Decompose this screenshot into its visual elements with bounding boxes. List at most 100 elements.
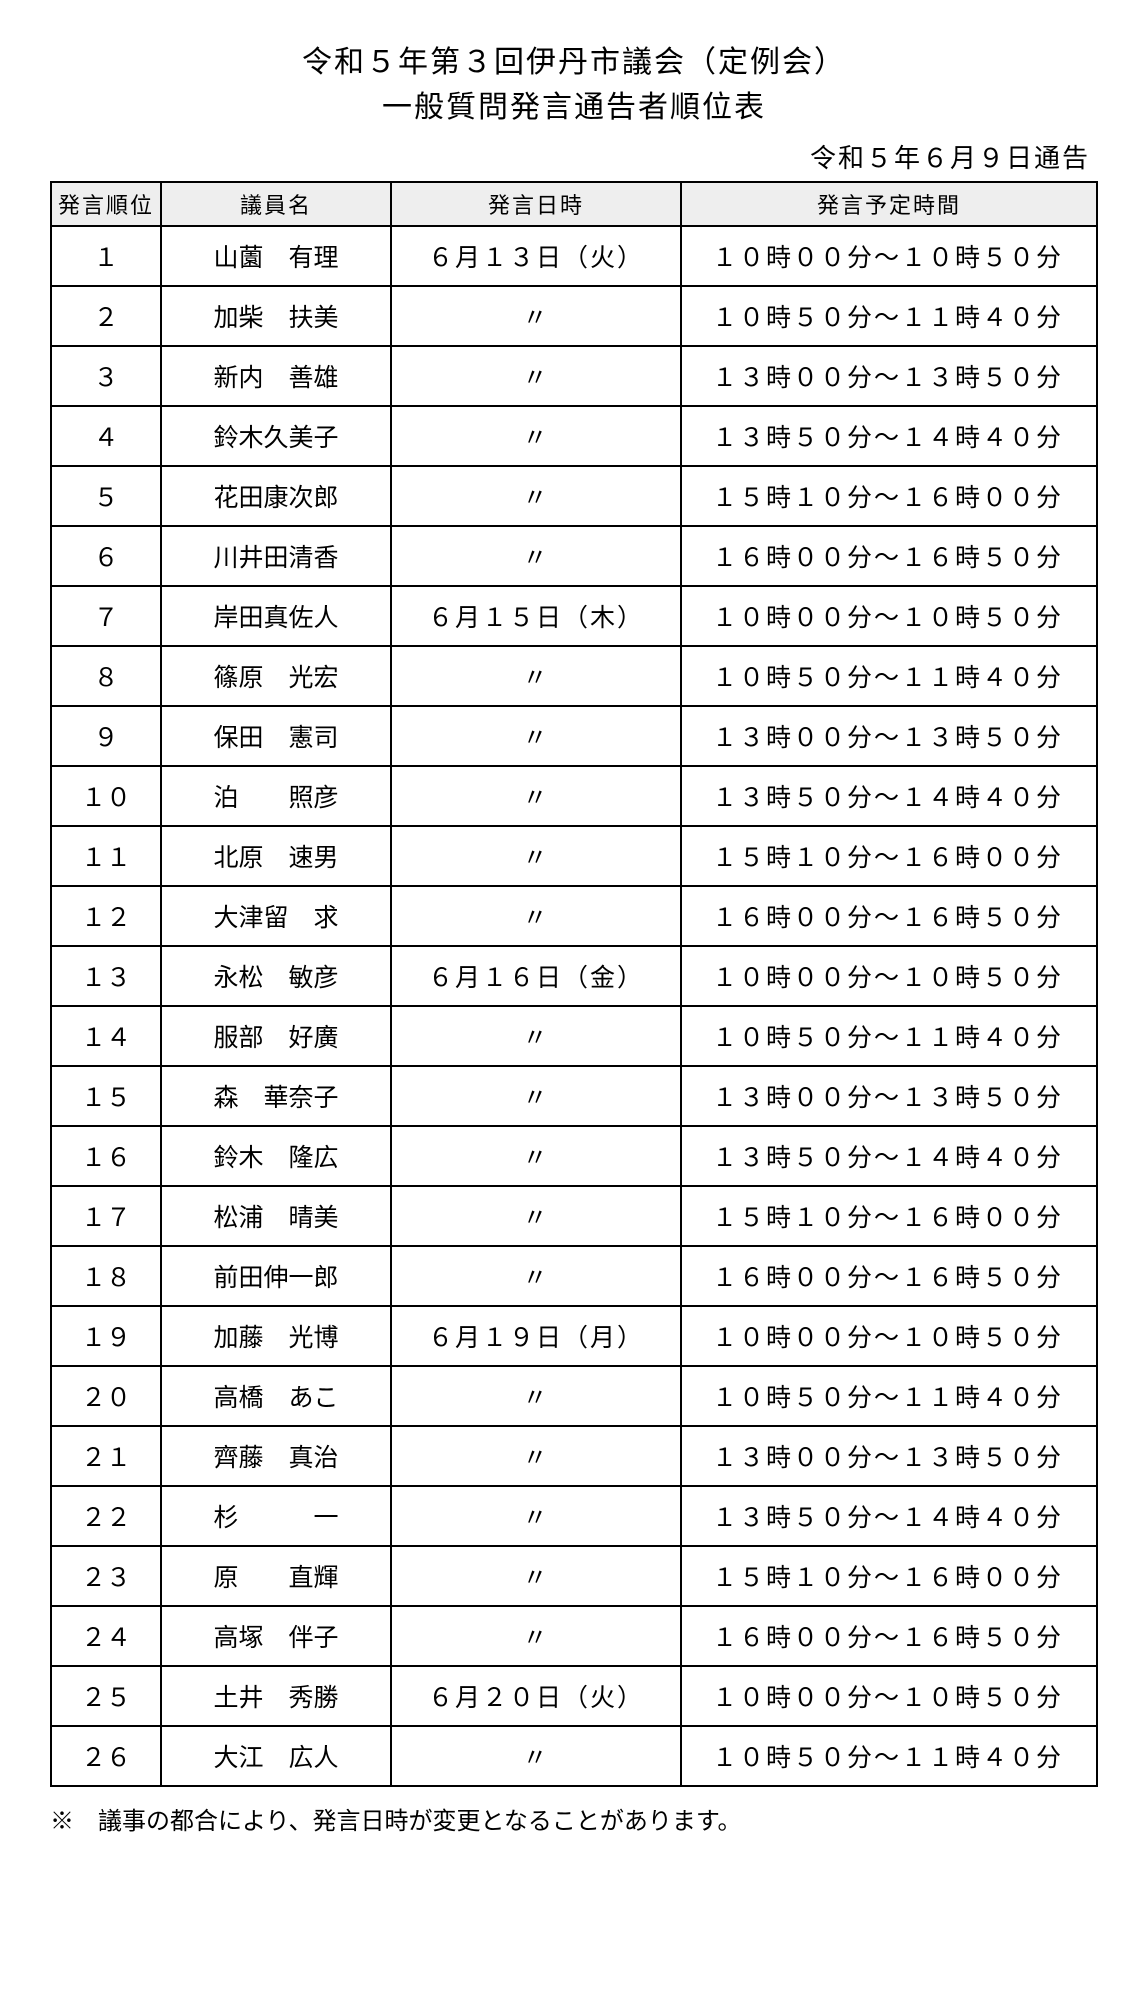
cell-date: ６月１６日（金） xyxy=(391,946,681,1006)
document-title-block: 令和５年第３回伊丹市議会（定例会） 一般質問発言通告者順位表 xyxy=(50,40,1098,130)
cell-order: ２２ xyxy=(51,1486,161,1546)
cell-order: １４ xyxy=(51,1006,161,1066)
cell-date: 〃 xyxy=(391,406,681,466)
table-row: １８前田伸一郎〃１６時００分～１６時５０分 xyxy=(51,1246,1097,1306)
cell-date: 〃 xyxy=(391,1726,681,1786)
cell-time: １０時５０分～１１時４０分 xyxy=(681,1726,1097,1786)
cell-name: 齊藤 真治 xyxy=(161,1426,391,1486)
cell-name: 杉 一 xyxy=(161,1486,391,1546)
cell-order: １１ xyxy=(51,826,161,886)
cell-order: ４ xyxy=(51,406,161,466)
cell-date: ６月１３日（火） xyxy=(391,226,681,286)
cell-order: １６ xyxy=(51,1126,161,1186)
cell-time: １０時００分～１０時５０分 xyxy=(681,1306,1097,1366)
table-row: ７岸田真佐人６月１５日（木）１０時００分～１０時５０分 xyxy=(51,586,1097,646)
cell-order: ９ xyxy=(51,706,161,766)
cell-name: 鈴木 隆広 xyxy=(161,1126,391,1186)
table-row: ９保田 憲司〃１３時００分～１３時５０分 xyxy=(51,706,1097,766)
cell-name: 加柴 扶美 xyxy=(161,286,391,346)
cell-order: ２５ xyxy=(51,1666,161,1726)
table-row: ２１齊藤 真治〃１３時００分～１３時５０分 xyxy=(51,1426,1097,1486)
cell-name: 原 直輝 xyxy=(161,1546,391,1606)
cell-order: ２６ xyxy=(51,1726,161,1786)
title-line-1: 令和５年第３回伊丹市議会（定例会） xyxy=(50,40,1098,85)
cell-name: 高橋 あこ xyxy=(161,1366,391,1426)
cell-time: １５時１０分～１６時００分 xyxy=(681,826,1097,886)
table-row: １９加藤 光博６月１９日（月）１０時００分～１０時５０分 xyxy=(51,1306,1097,1366)
cell-name: 山薗 有理 xyxy=(161,226,391,286)
cell-order: １７ xyxy=(51,1186,161,1246)
cell-name: 泊 照彦 xyxy=(161,766,391,826)
cell-name: 大江 広人 xyxy=(161,1726,391,1786)
table-row: ２６大江 広人〃１０時５０分～１１時４０分 xyxy=(51,1726,1097,1786)
cell-time: １５時１０分～１６時００分 xyxy=(681,466,1097,526)
cell-name: 森 華奈子 xyxy=(161,1066,391,1126)
table-row: １７松浦 晴美〃１５時１０分～１６時００分 xyxy=(51,1186,1097,1246)
cell-order: ２０ xyxy=(51,1366,161,1426)
cell-date: 〃 xyxy=(391,286,681,346)
cell-date: 〃 xyxy=(391,526,681,586)
table-row: ８篠原 光宏〃１０時５０分～１１時４０分 xyxy=(51,646,1097,706)
cell-date: 〃 xyxy=(391,1186,681,1246)
cell-name: 大津留 求 xyxy=(161,886,391,946)
header-name: 議員名 xyxy=(161,182,391,226)
cell-date: 〃 xyxy=(391,1486,681,1546)
table-row: ２４高塚 伴子〃１６時００分～１６時５０分 xyxy=(51,1606,1097,1666)
cell-time: １３時００分～１３時５０分 xyxy=(681,1066,1097,1126)
cell-order: ５ xyxy=(51,466,161,526)
table-row: ２加柴 扶美〃１０時５０分～１１時４０分 xyxy=(51,286,1097,346)
cell-name: 松浦 晴美 xyxy=(161,1186,391,1246)
cell-date: ６月１９日（月） xyxy=(391,1306,681,1366)
header-time: 発言予定時間 xyxy=(681,182,1097,226)
cell-name: 保田 憲司 xyxy=(161,706,391,766)
table-row: ２３原 直輝〃１５時１０分～１６時００分 xyxy=(51,1546,1097,1606)
cell-time: １３時５０分～１４時４０分 xyxy=(681,766,1097,826)
table-row: １３永松 敏彦６月１６日（金）１０時００分～１０時５０分 xyxy=(51,946,1097,1006)
cell-date: 〃 xyxy=(391,1006,681,1066)
cell-date: 〃 xyxy=(391,466,681,526)
cell-time: １３時５０分～１４時４０分 xyxy=(681,406,1097,466)
table-row: １１北原 速男〃１５時１０分～１６時００分 xyxy=(51,826,1097,886)
cell-time: １０時００分～１０時５０分 xyxy=(681,1666,1097,1726)
cell-order: １９ xyxy=(51,1306,161,1366)
table-row: １２大津留 求〃１６時００分～１６時５０分 xyxy=(51,886,1097,946)
cell-time: １５時１０分～１６時００分 xyxy=(681,1546,1097,1606)
cell-date: ６月１５日（木） xyxy=(391,586,681,646)
table-row: ５花田康次郎〃１５時１０分～１６時００分 xyxy=(51,466,1097,526)
cell-order: １３ xyxy=(51,946,161,1006)
cell-order: ２３ xyxy=(51,1546,161,1606)
cell-date: 〃 xyxy=(391,706,681,766)
cell-date: 〃 xyxy=(391,1126,681,1186)
cell-name: 土井 秀勝 xyxy=(161,1666,391,1726)
cell-name: 篠原 光宏 xyxy=(161,646,391,706)
schedule-table: 発言順位 議員名 発言日時 発言予定時間 １山薗 有理６月１３日（火） １０時００… xyxy=(50,181,1098,1787)
cell-time: １０時５０分～１１時４０分 xyxy=(681,1006,1097,1066)
table-row: ２５土井 秀勝６月２０日（火）１０時００分～１０時５０分 xyxy=(51,1666,1097,1726)
cell-order: １２ xyxy=(51,886,161,946)
cell-name: 新内 善雄 xyxy=(161,346,391,406)
table-row: ２２杉 一〃１３時５０分～１４時４０分 xyxy=(51,1486,1097,1546)
cell-time: １６時００分～１６時５０分 xyxy=(681,886,1097,946)
cell-date: 〃 xyxy=(391,826,681,886)
cell-order: １８ xyxy=(51,1246,161,1306)
header-date: 発言日時 xyxy=(391,182,681,226)
cell-date: 〃 xyxy=(391,1366,681,1426)
cell-order: ８ xyxy=(51,646,161,706)
table-row: １山薗 有理６月１３日（火）１０時００分～１０時５０分 xyxy=(51,226,1097,286)
table-row: ２０高橋 あこ〃１０時５０分～１１時４０分 xyxy=(51,1366,1097,1426)
table-row: ３新内 善雄〃１３時００分～１３時５０分 xyxy=(51,346,1097,406)
cell-order: ２１ xyxy=(51,1426,161,1486)
cell-order: １０ xyxy=(51,766,161,826)
table-row: １０泊 照彦〃１３時５０分～１４時４０分 xyxy=(51,766,1097,826)
cell-date: 〃 xyxy=(391,766,681,826)
cell-time: １０時００分～１０時５０分 xyxy=(681,946,1097,1006)
cell-order: １ xyxy=(51,226,161,286)
cell-date: 〃 xyxy=(391,886,681,946)
cell-time: １６時００分～１６時５０分 xyxy=(681,526,1097,586)
table-row: ４鈴木久美子〃１３時５０分～１４時４０分 xyxy=(51,406,1097,466)
table-header-row: 発言順位 議員名 発言日時 発言予定時間 xyxy=(51,182,1097,226)
cell-name: 北原 速男 xyxy=(161,826,391,886)
cell-time: １３時５０分～１４時４０分 xyxy=(681,1126,1097,1186)
table-row: １４服部 好廣〃１０時５０分～１１時４０分 xyxy=(51,1006,1097,1066)
table-row: １５森 華奈子〃１３時００分～１３時５０分 xyxy=(51,1066,1097,1126)
